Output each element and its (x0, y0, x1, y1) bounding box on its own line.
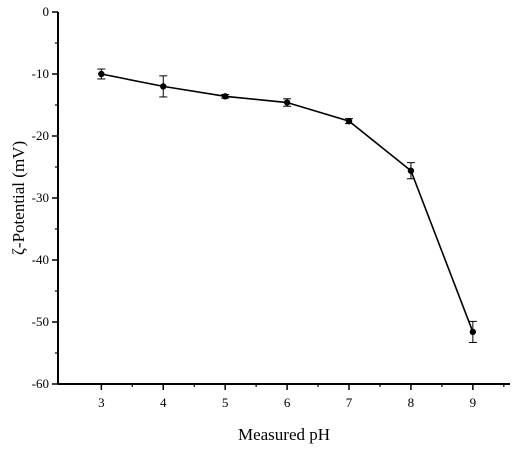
axes (57, 12, 510, 385)
data-point (221, 93, 229, 100)
x-tick-label: 6 (284, 395, 291, 410)
x-tick-label: 5 (222, 395, 229, 410)
y-tick-label: -40 (32, 252, 49, 267)
ticks: 0 -10 -20 -30 -40 -50 -60 3 4 5 6 7 8 9 (32, 4, 505, 410)
x-axis-label: Measured pH (238, 425, 330, 444)
y-axis-label: ζ-Potential (mV) (9, 141, 28, 255)
y-tick-label: -10 (32, 66, 49, 81)
data-series (98, 70, 477, 336)
series-line (101, 73, 474, 333)
data-point (283, 99, 291, 106)
x-tick-label: 3 (98, 395, 105, 410)
x-tick-label: 4 (160, 395, 167, 410)
error-bars (97, 68, 477, 343)
y-tick-label: -50 (32, 314, 49, 329)
x-tick-label: 7 (346, 395, 353, 410)
data-point (160, 83, 167, 90)
data-point (345, 117, 353, 125)
data-point (98, 70, 105, 78)
x-tick-label: 9 (470, 395, 477, 410)
x-tick-label: 8 (408, 395, 415, 410)
y-tick-label: 0 (43, 4, 50, 19)
y-tick-label: -60 (32, 376, 49, 391)
data-point (407, 167, 415, 174)
data-point (469, 328, 477, 336)
y-tick-label: -30 (32, 190, 49, 205)
y-tick-label: -20 (32, 128, 49, 143)
